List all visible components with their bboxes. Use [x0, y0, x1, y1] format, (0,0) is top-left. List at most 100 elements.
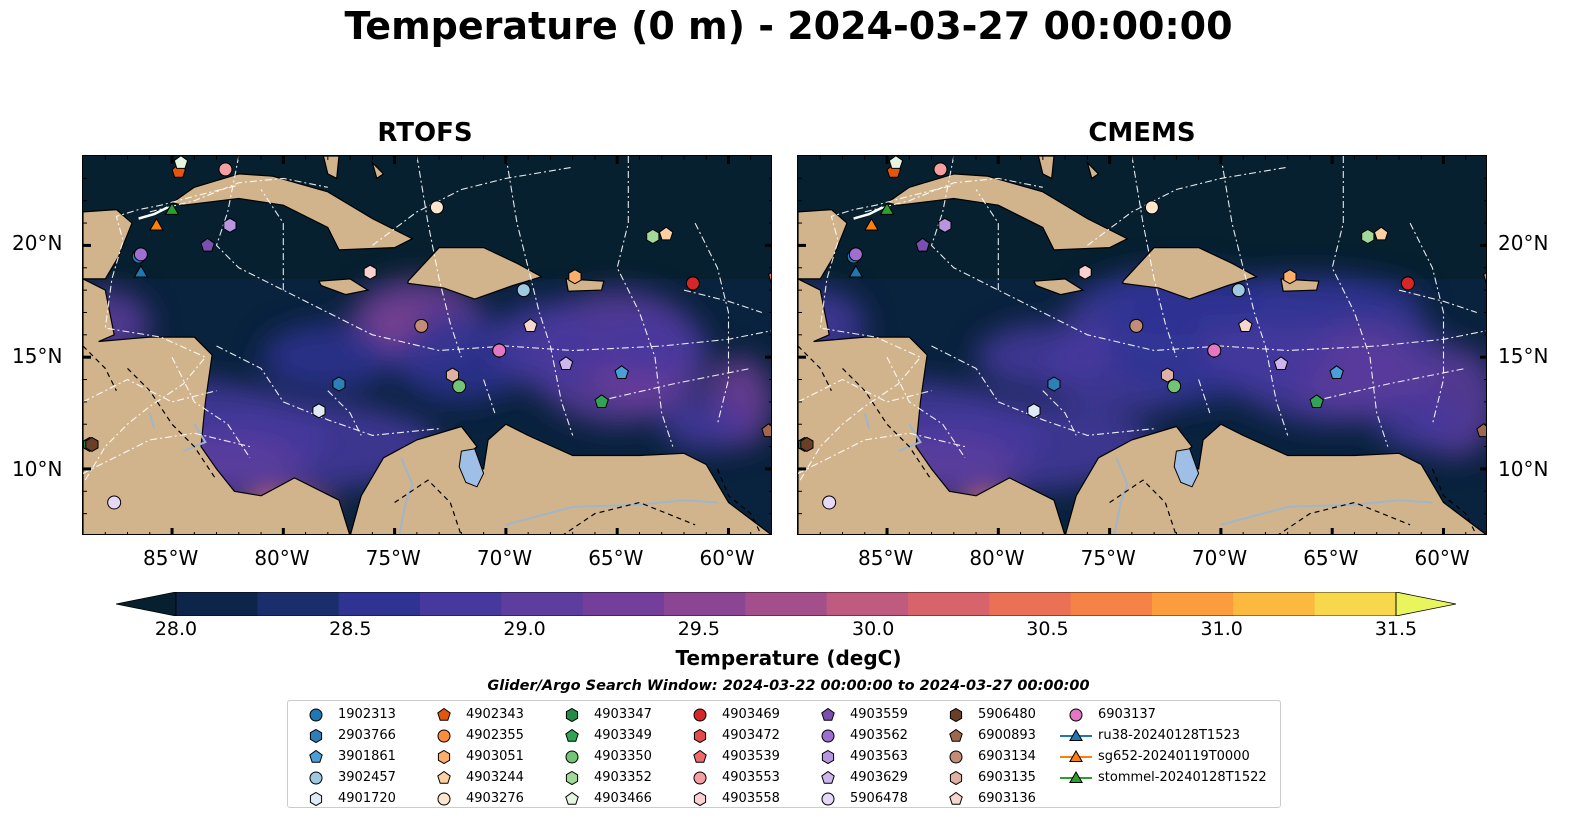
legend-marker-4903469: [693, 708, 707, 722]
marker-2903766: [1047, 376, 1061, 392]
legend-label: ru38-20240128T1523: [1098, 728, 1241, 743]
colorbar-bin-5: [582, 592, 665, 616]
colorbar-tick-2: 29.0: [503, 618, 546, 640]
marker-4903558: [363, 264, 377, 280]
eez-boundary-3: [505, 156, 574, 436]
legend-marker-4903352: [565, 770, 579, 786]
legend-marker-6903137: [1069, 708, 1083, 722]
legend-marker-6900893: [949, 728, 963, 742]
colorbar-bin-4: [501, 592, 584, 616]
colorbar-bin-9: [908, 592, 990, 616]
colorbar-tick-6: 31.0: [1200, 618, 1243, 640]
marker-4903276: [429, 200, 444, 215]
legend-label: 4903553: [722, 770, 780, 785]
legend-label: 2903766: [338, 728, 396, 743]
eez-boundary-14: [594, 367, 751, 403]
land-hispaniola: [407, 246, 544, 300]
legend-marker-5906480: [949, 707, 963, 723]
temperature-patch-8: [1376, 397, 1466, 452]
land-hispaniola: [1122, 246, 1259, 300]
lat-label-right-10n: 10°N: [1498, 457, 1549, 481]
legend-symbol: [437, 729, 451, 743]
country-border-2: [1278, 501, 1411, 534]
legend-marker-sg652-20240119T0000: [1060, 750, 1092, 762]
eez-boundary-4: [1331, 156, 1389, 447]
legend-symbol: [437, 770, 451, 784]
eez-boundary-9: [798, 378, 932, 403]
marker-4903352: [1361, 228, 1375, 245]
colorbar-bin-6: [664, 592, 746, 616]
legend-marker-4903466: [565, 791, 579, 805]
eez-boundary-15: [683, 289, 763, 314]
lon-label-cmems-5: 60°W: [1414, 546, 1470, 570]
map-cmems-svg: [798, 156, 1486, 534]
eez-boundary-11: [1042, 390, 1077, 436]
eez-boundary-14: [1309, 367, 1466, 403]
marker-4903469: [1400, 276, 1415, 291]
legend-label: 4903051: [466, 749, 524, 764]
lake-maracaibo: [1173, 448, 1200, 488]
legend-marker-6903136: [949, 791, 963, 805]
eez-boundary-7: [864, 177, 1043, 213]
colorbar-tick-7: 31.5: [1374, 618, 1418, 640]
marker-6903136: [1238, 318, 1253, 332]
marker-6900893: [1476, 423, 1486, 438]
land-centralAmerica: [83, 278, 351, 534]
lon-label-rtofs-4: 65°W: [588, 546, 644, 570]
eez-boundary-4: [616, 156, 674, 447]
legend-label: 4903276: [466, 791, 524, 806]
marker-4903466: [888, 156, 904, 169]
legend-label: 1902313: [338, 707, 396, 722]
marker-sg652-20240119T0000: [149, 217, 164, 231]
legend-marker-4903051: [437, 749, 451, 765]
colorbar-bin-0: [176, 592, 258, 616]
colorbar-tick-3: 29.5: [677, 618, 720, 640]
legend-symbol: [821, 729, 835, 743]
land-bahamas1: [1037, 156, 1055, 180]
legend-marker-4903244: [437, 770, 451, 784]
land-yucatan: [798, 208, 848, 280]
map-panel-cmems[interactable]: [797, 155, 1487, 535]
legend-symbol: [693, 771, 707, 785]
legend-symbol: [565, 770, 579, 786]
marker-6903135: [1160, 367, 1174, 383]
colorbar-extend-low: [115, 591, 177, 617]
temperature-patch-9: [976, 323, 1110, 391]
colorbar: [115, 591, 1457, 620]
marker-3901861: [614, 365, 629, 379]
colorbar-bin-3: [420, 592, 502, 616]
legend-label: 4903559: [850, 707, 908, 722]
eez-boundary-12: [483, 379, 496, 414]
legend-marker-6903135: [949, 770, 963, 786]
legend-symbol: [309, 771, 323, 785]
lon-label-cmems-2: 75°W: [1080, 546, 1136, 570]
legend-symbol: [309, 708, 323, 722]
legend-symbol: [437, 792, 451, 806]
legend-symbol: [1069, 729, 1083, 741]
legend-label: 4903629: [850, 770, 908, 785]
river-1: [1220, 499, 1433, 526]
eez-boundary-6: [975, 189, 999, 291]
marker-stommel-20240128T1522: [879, 202, 895, 215]
marker-4903559: [200, 237, 215, 252]
marker-4901720: [1027, 403, 1041, 419]
colorbar-tick-0: 28.0: [154, 618, 198, 640]
legend-label: 4903347: [594, 707, 652, 722]
eez-boundary-1: [931, 345, 1155, 436]
legend-symbol: [949, 770, 963, 786]
eez-boundary-2: [416, 156, 462, 358]
lat-label-right-20n: 20°N: [1498, 231, 1549, 255]
legend-symbol: [565, 750, 579, 764]
legend-symbol: [565, 728, 579, 742]
country-border-0: [127, 367, 218, 481]
river-3: [148, 412, 156, 429]
river-3: [863, 412, 871, 429]
map-panel-rtofs[interactable]: [82, 155, 772, 535]
marker-4903563: [223, 217, 237, 233]
lon-label-rtofs-5: 60°W: [699, 546, 755, 570]
legend-symbol: [821, 792, 835, 806]
marker-6903134: [1129, 318, 1144, 333]
marker-ru38-20240128T1523: [133, 264, 149, 278]
land-bahamas2: [371, 160, 385, 180]
marker-4903629: [1273, 356, 1289, 370]
